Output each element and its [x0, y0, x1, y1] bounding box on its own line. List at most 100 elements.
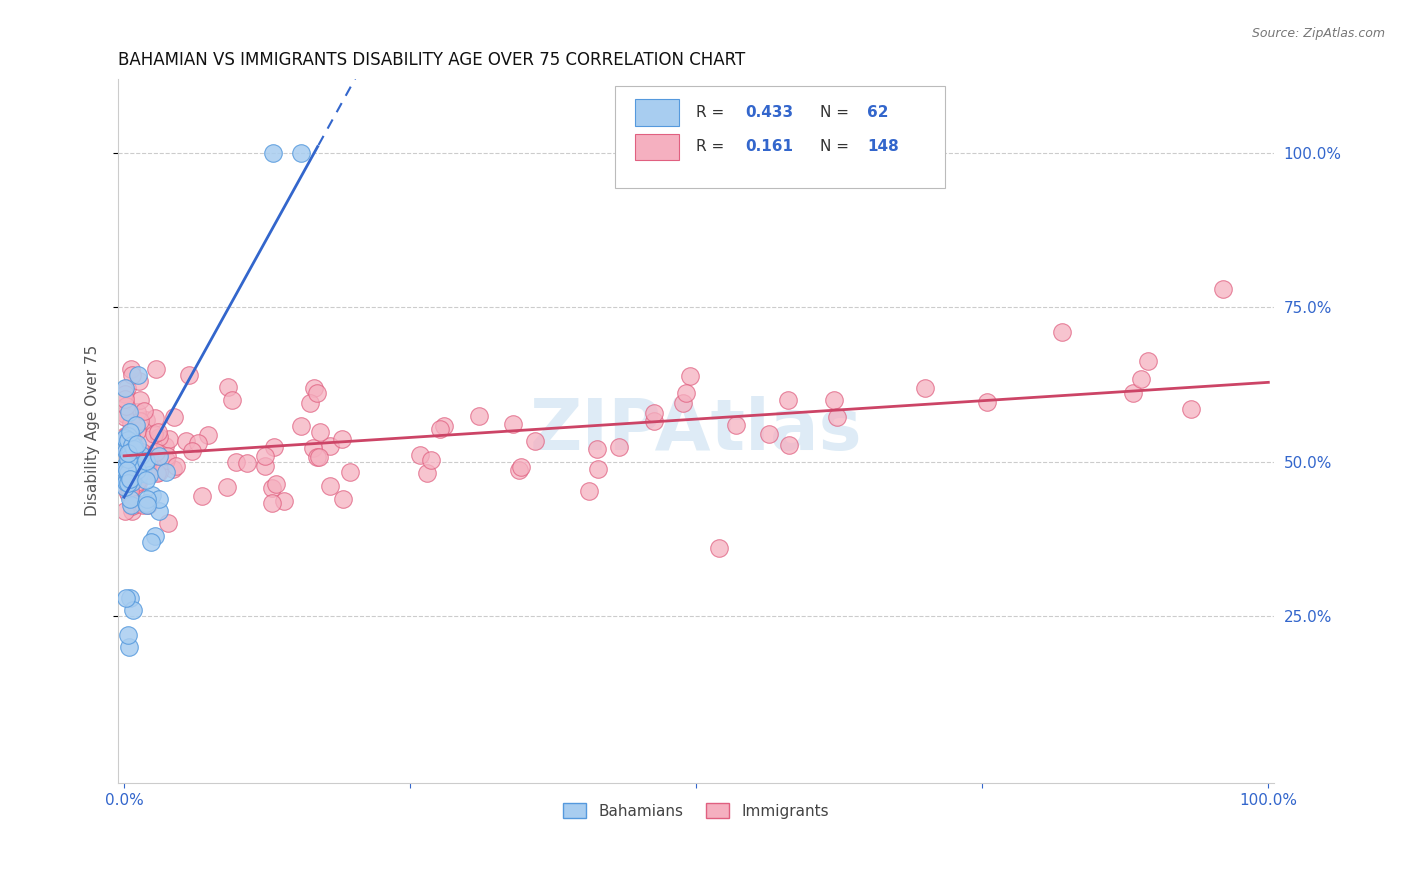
Point — [157, 432, 180, 446]
Point — [578, 483, 600, 498]
Point — [138, 451, 160, 466]
Point — [302, 380, 325, 394]
Point — [120, 449, 142, 463]
Point — [115, 380, 138, 394]
Point — [114, 380, 136, 394]
Point — [139, 535, 162, 549]
Point — [146, 466, 169, 480]
Point — [298, 396, 321, 410]
Point — [263, 440, 285, 454]
Point — [825, 410, 848, 425]
Point — [120, 362, 142, 376]
Point — [117, 466, 139, 480]
Point — [135, 498, 157, 512]
Point — [707, 541, 730, 556]
Point — [115, 476, 138, 491]
Point — [115, 434, 138, 449]
Point — [121, 492, 143, 507]
Point — [120, 416, 142, 430]
FancyBboxPatch shape — [636, 134, 679, 161]
Point — [118, 457, 141, 471]
Point — [1130, 372, 1153, 386]
Point — [148, 425, 170, 439]
Point — [135, 496, 157, 510]
Point — [141, 450, 163, 464]
Point — [148, 430, 170, 444]
Point — [118, 457, 141, 471]
Point — [1122, 386, 1144, 401]
Point — [122, 439, 145, 453]
Point — [165, 458, 187, 473]
Point — [135, 474, 157, 488]
Point — [305, 386, 328, 401]
Point — [163, 409, 186, 424]
Point — [262, 481, 284, 495]
Point — [129, 414, 152, 428]
Point — [114, 504, 136, 518]
Point — [141, 450, 163, 464]
Point — [117, 628, 139, 642]
Point — [120, 498, 142, 512]
Point — [758, 427, 780, 442]
Point — [180, 444, 202, 458]
Text: 0.433: 0.433 — [745, 105, 793, 120]
Point — [502, 417, 524, 431]
Point — [117, 484, 139, 499]
Point — [136, 498, 159, 512]
Point — [115, 475, 138, 489]
Point — [643, 406, 665, 420]
Point — [177, 368, 200, 383]
Point — [155, 465, 177, 479]
Point — [976, 395, 998, 409]
Point — [225, 455, 247, 469]
Point — [156, 516, 179, 531]
Point — [124, 460, 146, 475]
Point — [135, 413, 157, 427]
Point — [121, 504, 143, 518]
Point — [524, 434, 547, 448]
Point — [254, 449, 277, 463]
Point — [125, 498, 148, 512]
Point — [114, 462, 136, 476]
Point — [433, 418, 456, 433]
Text: N =: N = — [820, 105, 853, 120]
Point — [409, 448, 432, 462]
Point — [221, 392, 243, 407]
Text: N =: N = — [820, 139, 853, 154]
Point — [141, 488, 163, 502]
Point — [132, 449, 155, 463]
Point — [290, 418, 312, 433]
Point — [122, 435, 145, 450]
Point — [302, 441, 325, 455]
Point — [1180, 402, 1202, 417]
Point — [122, 442, 145, 457]
Y-axis label: Disability Age Over 75: Disability Age Over 75 — [86, 345, 100, 516]
Point — [127, 368, 149, 383]
Point — [118, 458, 141, 472]
Point — [135, 454, 157, 468]
Point — [129, 448, 152, 462]
Point — [122, 459, 145, 474]
Point — [114, 449, 136, 463]
Point — [308, 450, 330, 464]
Text: ZIPAtlas: ZIPAtlas — [530, 396, 862, 466]
Point — [121, 475, 143, 490]
Point — [120, 445, 142, 459]
Point — [120, 491, 142, 506]
Point — [607, 440, 630, 454]
Point — [176, 434, 198, 448]
Point — [778, 438, 800, 452]
FancyBboxPatch shape — [636, 99, 679, 126]
Point — [586, 461, 609, 475]
Point — [156, 449, 179, 463]
Point — [132, 456, 155, 470]
Point — [114, 480, 136, 494]
Point — [143, 411, 166, 425]
Point — [115, 433, 138, 447]
Point — [114, 429, 136, 443]
Point — [118, 425, 141, 439]
Point — [118, 472, 141, 486]
Point — [125, 450, 148, 465]
Point — [127, 463, 149, 477]
Point — [114, 466, 136, 480]
